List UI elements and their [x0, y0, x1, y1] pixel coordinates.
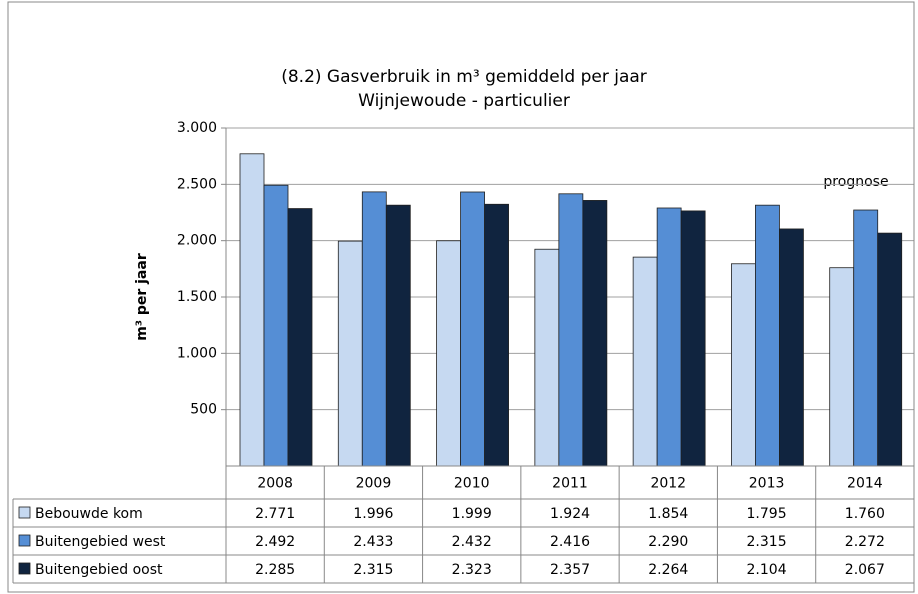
bar [239, 153, 265, 467]
x-tick-label: 2011 [552, 476, 588, 492]
table-value: 2.067 [845, 562, 885, 578]
annotation: prognose [823, 174, 888, 190]
x-tick-label: 2014 [847, 476, 883, 492]
legend-key [18, 506, 31, 519]
bar [582, 200, 608, 467]
table-value: 2.290 [648, 534, 688, 550]
table-value: 2.315 [353, 562, 393, 578]
bar [853, 209, 879, 467]
x-tick-label: 2013 [749, 476, 785, 492]
y-tick-label: 1.500 [177, 289, 217, 305]
bar [337, 240, 363, 467]
bar [361, 191, 387, 467]
bar [829, 267, 855, 467]
bar [656, 207, 682, 467]
table-value: 2.357 [550, 562, 590, 578]
table-value: 2.272 [845, 534, 885, 550]
bar [755, 204, 780, 467]
table-value: 2.433 [353, 534, 393, 550]
table-value: 2.323 [452, 562, 492, 578]
bar [385, 204, 411, 467]
y-tick-label: 1.000 [177, 345, 217, 361]
bar [484, 203, 509, 467]
table-value: 2.104 [747, 562, 787, 578]
x-tick-label: 2012 [650, 476, 686, 492]
table-value: 1.996 [353, 506, 393, 522]
legend-key [18, 562, 31, 575]
table-value: 1.999 [452, 506, 492, 522]
table-value: 2.416 [550, 534, 590, 550]
table-value: 2.264 [648, 562, 688, 578]
bar [534, 248, 560, 467]
bar [436, 240, 461, 467]
bar [632, 256, 658, 467]
chart-subtitle: Wijnjewoude - particulier [358, 91, 570, 111]
x-tick-label: 2008 [257, 476, 293, 492]
x-tick-label: 2009 [356, 476, 392, 492]
bar [460, 191, 485, 467]
bar [287, 208, 313, 467]
y-axis-label: m³ per jaar [134, 253, 150, 341]
table-value: 1.760 [845, 506, 885, 522]
bar [877, 232, 903, 467]
legend-label: Buitengebied west [35, 534, 166, 550]
bar [263, 184, 289, 467]
table-value: 2.432 [452, 534, 492, 550]
y-tick-label: 500 [190, 402, 217, 418]
chart-title: (8.2) Gasverbruik in m³ gemiddeld per ja… [281, 67, 647, 87]
table-value: 2.771 [255, 506, 295, 522]
table-value: 2.492 [255, 534, 295, 550]
y-tick-label: 2.500 [177, 176, 217, 192]
bar [558, 193, 584, 467]
table-value: 2.315 [747, 534, 787, 550]
bar [779, 228, 804, 467]
table-value: 1.795 [747, 506, 787, 522]
legend-label: Buitengebied oost [35, 562, 163, 578]
bar [680, 210, 706, 467]
bar [731, 263, 756, 467]
table-value: 1.924 [550, 506, 590, 522]
table-value: 1.854 [648, 506, 688, 522]
y-tick-label: 2.000 [177, 233, 217, 249]
legend-key [18, 534, 31, 547]
x-tick-label: 2010 [454, 476, 490, 492]
table-value: 2.285 [255, 562, 295, 578]
legend-label: Bebouwde kom [35, 506, 143, 522]
y-tick-label: 3.000 [177, 120, 217, 136]
